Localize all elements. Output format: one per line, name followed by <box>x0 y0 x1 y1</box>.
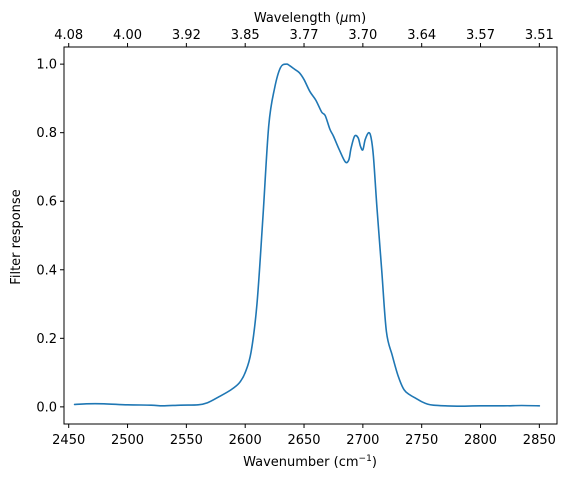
top-x-tick-label: 3.92 <box>172 28 201 43</box>
series-line-0 <box>73 63 541 407</box>
x-tick-label: 2600 <box>229 433 262 448</box>
y-axis-ticks: 0.0 0.2 0.4 0.6 0.8 1.0 <box>36 58 64 415</box>
x-tick-label: 2700 <box>346 433 379 448</box>
y-tick-label: 0.4 <box>36 263 57 278</box>
x-axis-label-superscript: −1 <box>359 454 372 464</box>
y-tick-label: 1.0 <box>36 58 57 73</box>
x-axis-label-end: ) <box>372 455 377 470</box>
x-tick-label: 2850 <box>523 433 556 448</box>
top-x-tick-label: 3.85 <box>231 28 260 43</box>
top-x-tick-label: 3.51 <box>525 28 554 43</box>
axes-frame <box>63 46 558 425</box>
y-tick-label: 0.8 <box>36 126 57 141</box>
top-x-tick-label: 4.00 <box>113 28 142 43</box>
x-tick-label: 2650 <box>287 433 320 448</box>
top-x-axis-ticks: 4.08 4.00 3.92 3.85 3.77 3.70 3.64 3.57 3.51 <box>54 28 554 47</box>
top-x-tick-label: 3.77 <box>290 28 319 43</box>
y-tick-label: 0.6 <box>36 195 57 210</box>
top-x-tick-label: 3.57 <box>466 28 495 43</box>
x-axis-label-text: Wavenumber (cm <box>243 455 358 470</box>
x-tick-label: 2750 <box>405 433 438 448</box>
x-tick-label: 2450 <box>52 433 85 448</box>
plot-area <box>73 63 541 407</box>
y-axis-label: Filter response <box>9 189 24 284</box>
top-x-tick-label: 3.64 <box>407 28 436 43</box>
top-x-axis-label: Wavelength (μm) <box>254 11 366 26</box>
x-tick-label: 2550 <box>170 433 203 448</box>
y-tick-label: 0.2 <box>36 332 57 347</box>
top-x-axis-label-text: Wavelength ( <box>254 11 340 26</box>
x-tick-label: 2500 <box>111 433 144 448</box>
x-axis-label: Wavenumber (cm−1) <box>243 454 377 470</box>
top-x-axis-label-mu: μ <box>339 11 348 26</box>
y-tick-label: 0.0 <box>36 400 57 415</box>
top-x-tick-label: 4.08 <box>54 28 83 43</box>
top-x-tick-label: 3.70 <box>348 28 377 43</box>
top-x-axis-label-end: m) <box>348 11 366 26</box>
bottom-x-axis-ticks: 2450 2500 2550 2600 2650 2700 2750 2800 2850 <box>52 424 556 448</box>
x-tick-label: 2800 <box>464 433 497 448</box>
